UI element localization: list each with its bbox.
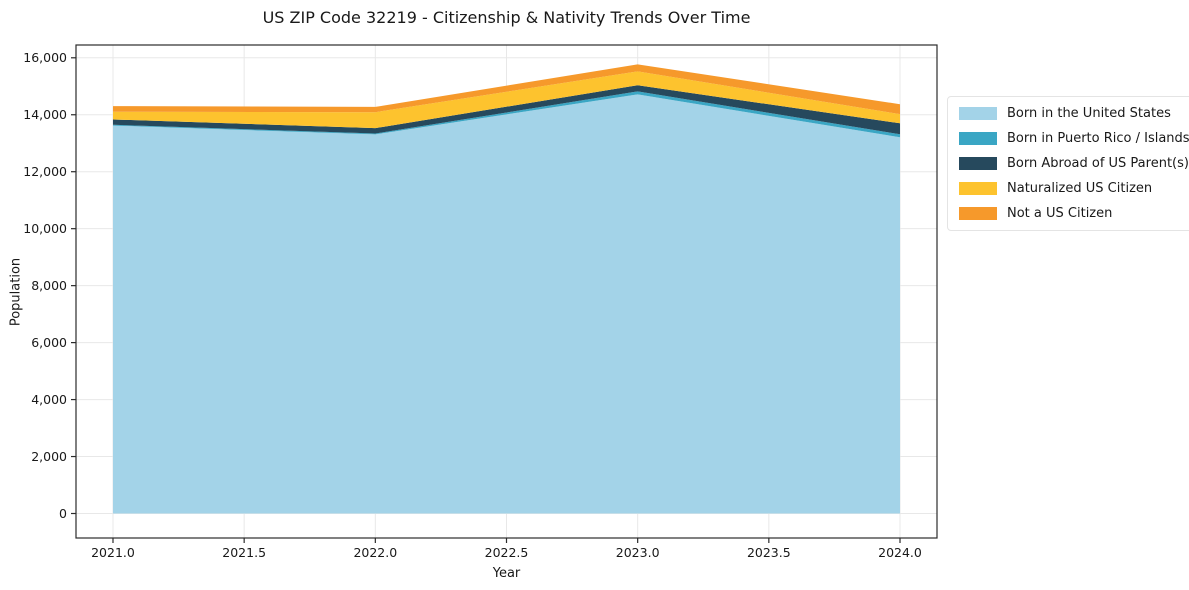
legend-swatch xyxy=(959,107,997,120)
legend-label: Naturalized US Citizen xyxy=(1007,181,1153,196)
y-tick-label: 0 xyxy=(59,505,67,521)
y-tick-label: 8,000 xyxy=(31,277,67,293)
x-tick-label: 2023.0 xyxy=(615,545,660,560)
legend-item: Naturalized US Citizen xyxy=(959,181,1189,196)
legend-swatch xyxy=(959,132,997,145)
legend-label: Born in Puerto Rico / Islands xyxy=(1007,131,1189,146)
x-tick-label: 2021.5 xyxy=(222,545,267,560)
legend-item: Born in the United States xyxy=(959,106,1189,121)
x-tick-label: 2021.0 xyxy=(91,545,135,560)
area-series xyxy=(112,71,901,129)
area-series xyxy=(112,94,901,514)
area-series xyxy=(112,91,901,138)
x-tick-label: 2022.5 xyxy=(484,545,529,560)
x-tick-label: 2024.0 xyxy=(878,545,922,560)
legend-swatch xyxy=(959,207,997,220)
y-axis-label: Population xyxy=(8,257,24,326)
chart-title: US ZIP Code 32219 - Citizenship & Nativi… xyxy=(262,8,751,27)
legend-item: Not a US Citizen xyxy=(959,206,1189,221)
y-tick-label: 12,000 xyxy=(23,163,67,179)
area-series xyxy=(112,64,901,115)
y-tick-label: 6,000 xyxy=(31,334,67,350)
legend-label: Not a US Citizen xyxy=(1007,206,1113,221)
x-tick-label: 2022.0 xyxy=(353,545,398,560)
x-axis-label: Year xyxy=(492,566,521,581)
y-tick-label: 2,000 xyxy=(31,448,67,464)
y-tick-label: 14,000 xyxy=(23,106,67,122)
y-tick-label: 16,000 xyxy=(23,49,67,65)
area-series xyxy=(112,85,901,135)
legend-label: Born Abroad of US Parent(s) xyxy=(1007,156,1189,171)
y-tick-label: 10,000 xyxy=(23,220,67,236)
y-tick-label: 4,000 xyxy=(31,391,67,407)
x-tick-label: 2023.5 xyxy=(746,545,791,560)
legend-label: Born in the United States xyxy=(1007,106,1171,121)
legend: Born in the United States Born in Puerto … xyxy=(947,96,1189,231)
legend-swatch xyxy=(959,157,997,170)
legend-item: Born in Puerto Rico / Islands xyxy=(959,131,1189,146)
legend-swatch xyxy=(959,182,997,195)
legend-item: Born Abroad of US Parent(s) xyxy=(959,156,1189,171)
